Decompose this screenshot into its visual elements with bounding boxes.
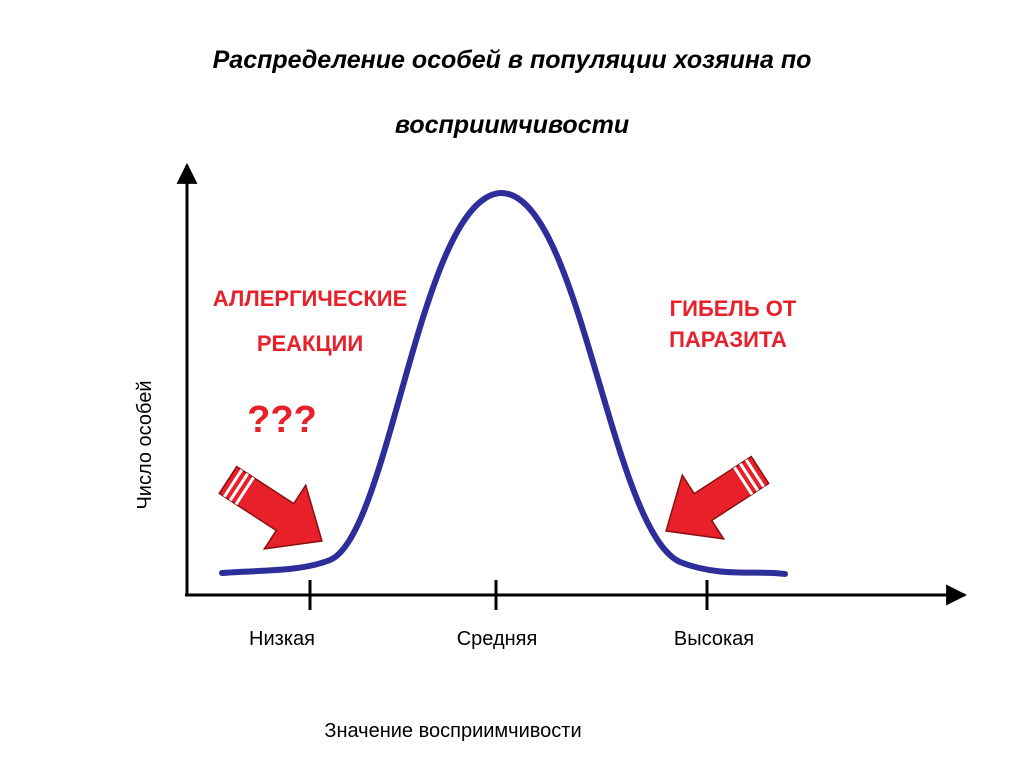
x-tick-label: Низкая	[249, 628, 315, 650]
annotation-left: РЕАКЦИИ	[257, 331, 363, 356]
y-axis-label: Число особей	[134, 380, 156, 509]
x-tick-label: Средняя	[457, 628, 538, 650]
arrow-right	[643, 436, 783, 565]
annotation-right: ГИБЕЛЬ ОТ	[670, 296, 797, 321]
x-tick-label: Высокая	[674, 628, 754, 650]
x-axis-label: Значение восприимчивости	[324, 720, 581, 742]
bell-curve	[219, 189, 788, 577]
title-line: восприимчивости	[395, 111, 629, 139]
title-line: Распределение особей в популяции хозяина…	[213, 46, 812, 74]
arrow-left	[205, 446, 345, 575]
annotation-left: АЛЛЕРГИЧЕСКИЕ	[213, 286, 408, 311]
annotation-right: ПАРАЗИТА	[669, 327, 787, 352]
annotation-question: ???	[247, 399, 317, 441]
